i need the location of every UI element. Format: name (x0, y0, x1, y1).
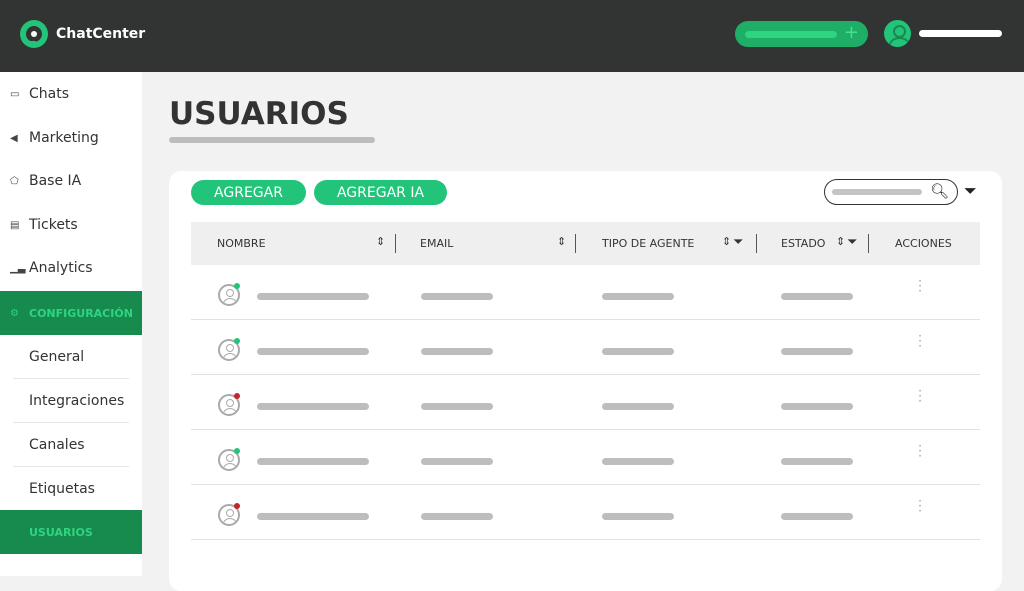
sidebar-item-tickets[interactable]: ▤ Tickets (0, 203, 142, 247)
column-header-email[interactable]: EMAIL (420, 237, 454, 250)
column-header-acciones: ACCIONES (895, 237, 952, 250)
chat-icon: ▭ (10, 88, 20, 100)
more-actions-icon[interactable]: · · · (918, 439, 922, 463)
subtitle-placeholder (169, 137, 375, 143)
status-dot (234, 448, 240, 454)
sort-icon[interactable]: ⇕ (836, 235, 846, 248)
status-placeholder (781, 348, 853, 355)
sidebar-item-label: CONFIGURACIÓN (29, 306, 133, 320)
column-header-nombre[interactable]: NOMBRE (217, 237, 266, 250)
table-row[interactable]: · · · (191, 375, 980, 430)
user-avatar-icon (218, 504, 240, 526)
email-placeholder (421, 348, 493, 355)
agent-type-placeholder (602, 458, 674, 465)
email-placeholder (421, 458, 493, 465)
filter-icon[interactable]: ⏷ (734, 235, 743, 248)
user-avatar[interactable] (884, 20, 911, 47)
divider (868, 234, 869, 253)
status-dot (234, 338, 240, 344)
divider (756, 234, 757, 253)
email-placeholder (421, 403, 493, 410)
sidebar-subitem-canales[interactable]: Canales (13, 423, 129, 467)
logo-text: ChatCenter (56, 26, 146, 42)
plus-icon: + (843, 22, 859, 43)
status-dot (234, 503, 240, 509)
agent-type-placeholder (602, 403, 674, 410)
search-icon[interactable]: 🔍︎ (929, 182, 949, 200)
sort-icon[interactable]: ⇕ (557, 235, 567, 248)
sidebar-item-base-ia[interactable]: ⬠ Base IA (0, 159, 142, 203)
sidebar-subitem-general[interactable]: General (13, 335, 129, 379)
more-actions-icon[interactable]: · · · (918, 494, 922, 518)
sidebar: ▭ Chats ◀ Marketing ⬠ Base IA ▤ Tickets ▁▃ An… (0, 72, 142, 576)
more-actions-icon[interactable]: · · · (918, 274, 922, 298)
divider (395, 234, 396, 253)
table-row[interactable]: · · · (191, 265, 980, 320)
name-placeholder (257, 458, 369, 465)
name-placeholder (257, 513, 369, 520)
sidebar-item-label: Base IA (29, 173, 82, 189)
status-placeholder (781, 293, 853, 300)
sidebar-item-label: Analytics (29, 260, 93, 276)
pentagon-icon: ⬠ (10, 175, 19, 187)
logo-icon (20, 20, 48, 48)
sidebar-subitem-etiquetas[interactable]: Etiquetas (13, 467, 129, 511)
header-action-button[interactable]: + (735, 21, 868, 47)
table-header: NOMBRE ⇕ EMAIL ⇕ TIPO DE AGENTE ⇕ ⏷ ESTAD… (191, 222, 980, 265)
placeholder-bar (745, 31, 837, 38)
sort-icon[interactable]: ⇕ (376, 235, 386, 248)
name-placeholder (257, 348, 369, 355)
status-placeholder (781, 513, 853, 520)
divider (575, 234, 576, 253)
top-bar: ChatCenter + (0, 0, 1024, 72)
sidebar-item-chats[interactable]: ▭ Chats (0, 72, 142, 116)
agent-type-placeholder (602, 293, 674, 300)
placeholder-bar (832, 189, 922, 195)
status-dot (234, 283, 240, 289)
status-placeholder (781, 458, 853, 465)
logo[interactable]: ChatCenter (20, 20, 145, 48)
status-dot (234, 393, 240, 399)
more-actions-icon[interactable]: · · · (918, 384, 922, 408)
filter-icon[interactable]: ⏷ (964, 181, 977, 200)
status-placeholder (781, 403, 853, 410)
filter-icon[interactable]: ⏷ (848, 235, 857, 248)
sidebar-subitem-usuarios[interactable]: USUARIOS (0, 510, 142, 554)
sidebar-item-label: Chats (29, 86, 70, 102)
user-avatar-icon (218, 449, 240, 471)
search-input[interactable]: 🔍︎ (824, 179, 958, 205)
ticket-icon: ▤ (10, 219, 20, 231)
more-actions-icon[interactable]: · · · (918, 329, 922, 353)
user-avatar-icon (218, 339, 240, 361)
add-ai-button[interactable]: AGREGAR IA (314, 180, 447, 205)
name-placeholder (257, 293, 369, 300)
sidebar-item-label: Marketing (29, 130, 99, 146)
email-placeholder (421, 513, 493, 520)
sidebar-subitem-integraciones[interactable]: Integraciones (13, 379, 129, 423)
user-avatar-icon (218, 284, 240, 306)
user-name-placeholder[interactable] (919, 30, 1002, 37)
table-row[interactable]: · · · (191, 320, 980, 375)
chart-icon: ▁▃ (10, 262, 26, 274)
sidebar-section-configuracion[interactable]: ⚙ CONFIGURACIÓN (0, 291, 142, 335)
sidebar-item-marketing[interactable]: ◀ Marketing (0, 116, 142, 160)
sidebar-item-analytics[interactable]: ▁▃ Analytics (0, 246, 142, 290)
add-button[interactable]: AGREGAR (191, 180, 306, 205)
name-placeholder (257, 403, 369, 410)
page-title: USUARIOS (169, 96, 349, 132)
megaphone-icon: ◀ (10, 132, 18, 144)
user-avatar-icon (218, 394, 240, 416)
agent-type-placeholder (602, 513, 674, 520)
sort-icon[interactable]: ⇕ (722, 235, 732, 248)
table-row[interactable]: · · · (191, 485, 980, 540)
email-placeholder (421, 293, 493, 300)
sidebar-item-label: Tickets (29, 217, 78, 233)
column-header-tipo-de-agente[interactable]: TIPO DE AGENTE (602, 237, 695, 250)
column-header-estado[interactable]: ESTADO (781, 237, 826, 250)
table-row[interactable]: · · · (191, 430, 980, 485)
gear-icon: ⚙ (10, 307, 19, 319)
agent-type-placeholder (602, 348, 674, 355)
